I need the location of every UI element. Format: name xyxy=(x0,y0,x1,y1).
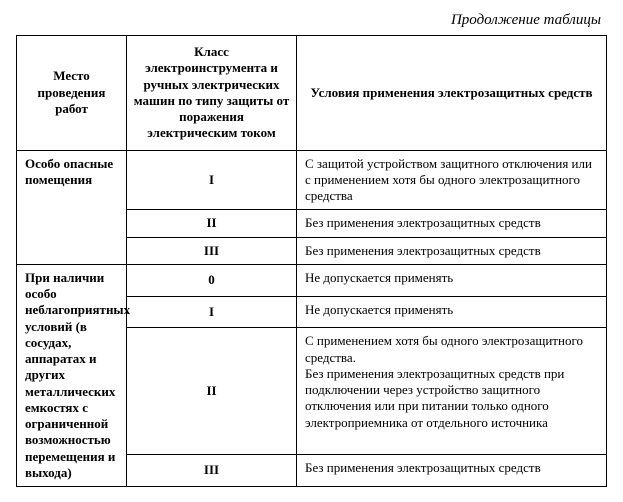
header-cond: Условия применения электрозащитных средс… xyxy=(297,36,607,151)
klass-cell: III xyxy=(127,455,297,487)
place-cell: Особо опасные помещения xyxy=(17,150,127,264)
safety-table: Место проведения работ Класс электроинст… xyxy=(16,35,607,487)
cond-cell: Без применения электрозащитных средств xyxy=(297,210,607,237)
table-caption: Продолжение таблицы xyxy=(16,12,601,29)
klass-cell: III xyxy=(127,237,297,264)
header-klass: Класс электроинструмента и ручных электр… xyxy=(127,36,297,151)
cond-cell: С применением хотя бы одного электрозащи… xyxy=(297,328,607,455)
klass-cell: II xyxy=(127,210,297,237)
table-header-row: Место проведения работ Класс электроинст… xyxy=(17,36,607,151)
table-row: Особо опасные помещения I С защитой устр… xyxy=(17,150,607,210)
cond-cell: Не допускается применять xyxy=(297,296,607,328)
klass-cell: 0 xyxy=(127,264,297,296)
klass-cell: I xyxy=(127,296,297,328)
header-place: Место проведения работ xyxy=(17,36,127,151)
klass-cell: I xyxy=(127,150,297,210)
klass-cell: II xyxy=(127,328,297,455)
cond-cell: Без применения электрозащитных средств xyxy=(297,237,607,264)
cond-cell: Не допускается применять xyxy=(297,264,607,296)
place-cell: При наличии особо неблагоприятных услови… xyxy=(17,264,127,486)
table-row: При наличии особо неблагоприятных услови… xyxy=(17,264,607,296)
cond-cell: С защитой устройством защитного отключен… xyxy=(297,150,607,210)
cond-cell: Без применения электрозащитных средств xyxy=(297,455,607,487)
